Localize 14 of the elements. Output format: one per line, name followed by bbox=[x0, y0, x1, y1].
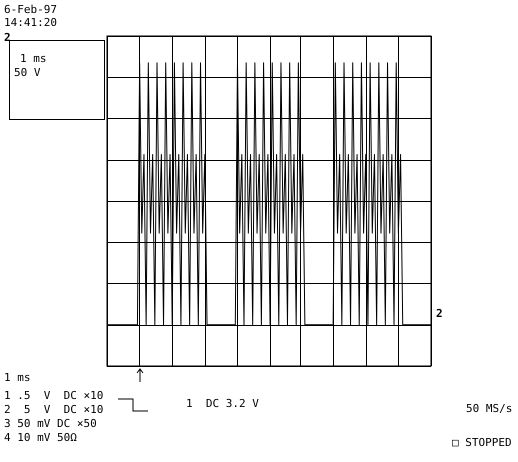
text: 3 50 mV DC ×50 bbox=[4, 417, 97, 430]
text: 1 DC 3.2 V bbox=[186, 397, 260, 410]
text: 1 ms bbox=[4, 371, 30, 384]
text: 6-Feb-97 bbox=[4, 3, 57, 16]
text: 2 bbox=[436, 307, 443, 320]
text: 50 V bbox=[14, 66, 41, 79]
text: 4 10 mV 50Ω bbox=[4, 431, 78, 444]
text: 50 MS/s bbox=[466, 402, 512, 415]
text: 2 bbox=[4, 31, 11, 44]
text: □ STOPPED bbox=[452, 436, 512, 449]
text: 1 .5 V DC ×10 bbox=[4, 389, 104, 402]
text: 2 5 V DC ×10 bbox=[4, 403, 104, 416]
text: 1 ms bbox=[20, 52, 46, 65]
text: 14:41:20 bbox=[4, 16, 57, 29]
